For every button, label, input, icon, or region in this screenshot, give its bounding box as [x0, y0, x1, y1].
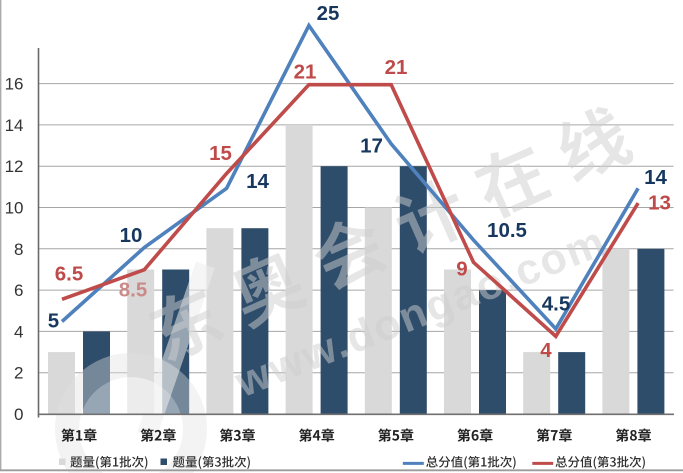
- svg-text:25: 25: [317, 2, 340, 25]
- svg-text:8.5: 8.5: [119, 278, 148, 301]
- svg-text:6.5: 6.5: [55, 262, 84, 285]
- svg-text:14: 14: [246, 170, 269, 193]
- svg-text:0: 0: [14, 405, 23, 424]
- svg-text:12: 12: [5, 157, 24, 176]
- svg-text:21: 21: [385, 56, 408, 79]
- svg-text:2: 2: [14, 364, 23, 383]
- svg-text:10: 10: [5, 199, 24, 218]
- svg-text:5: 5: [48, 309, 59, 332]
- svg-text:8: 8: [14, 240, 23, 259]
- svg-text:14: 14: [5, 116, 24, 135]
- svg-text:16: 16: [5, 75, 24, 94]
- svg-text:14: 14: [644, 166, 667, 189]
- svg-text:4: 4: [540, 339, 552, 362]
- svg-text:15: 15: [209, 142, 232, 165]
- svg-text:10: 10: [120, 224, 143, 247]
- svg-text:21: 21: [294, 60, 317, 83]
- svg-text:10.5: 10.5: [487, 219, 527, 242]
- svg-text:13: 13: [648, 191, 671, 214]
- svg-text:17: 17: [360, 134, 383, 157]
- svg-text:4: 4: [14, 322, 23, 341]
- svg-text:9: 9: [456, 257, 467, 280]
- svg-text:4.5: 4.5: [542, 292, 571, 315]
- svg-text:6: 6: [14, 281, 23, 300]
